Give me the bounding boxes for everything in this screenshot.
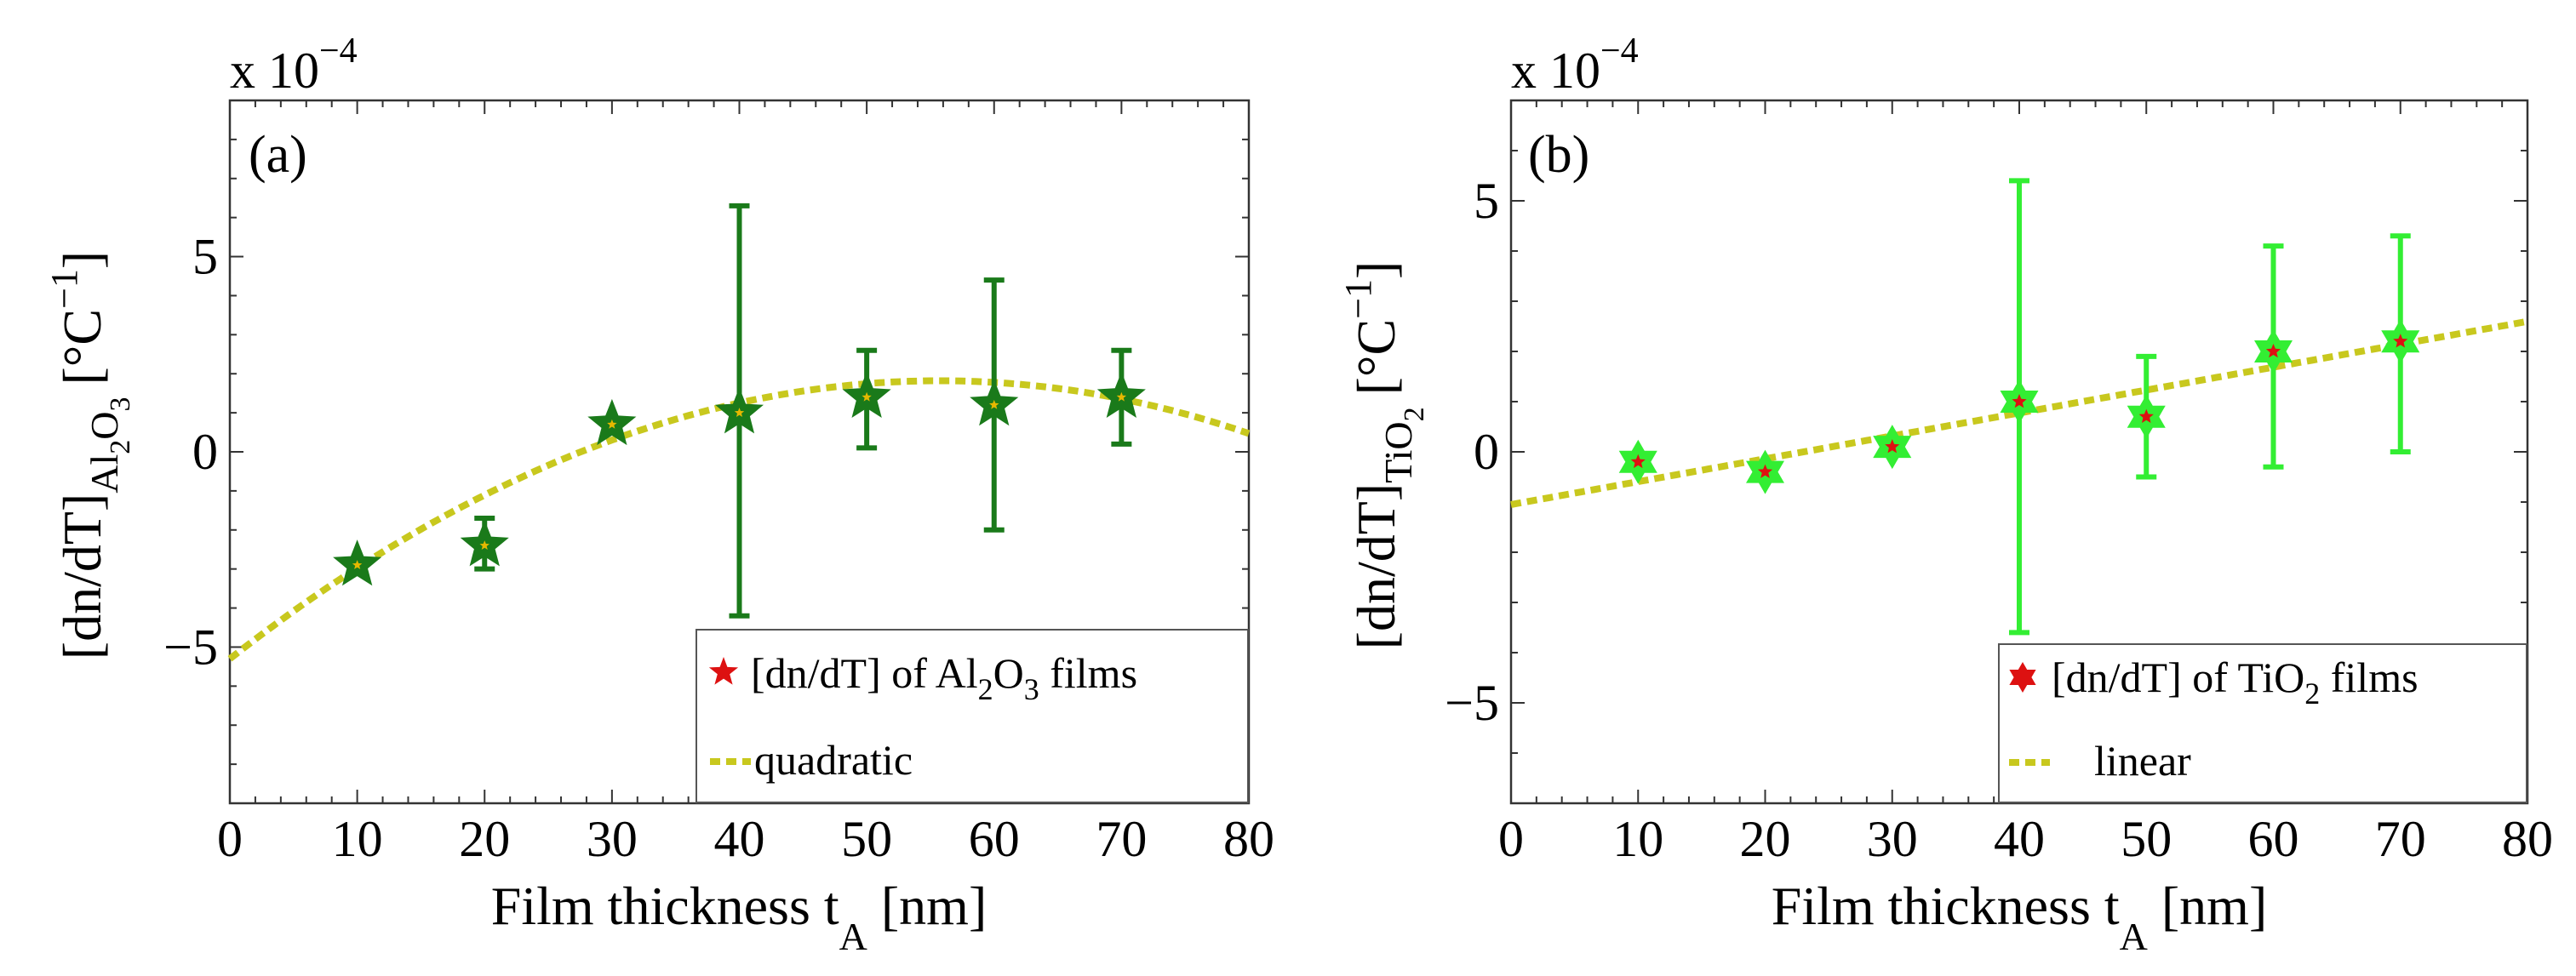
x-tick-label: 40	[714, 811, 765, 867]
x-tick-label: 40	[1994, 811, 2045, 867]
y-tick-label: −5	[1445, 675, 1499, 731]
data-point-core	[479, 540, 489, 550]
x-tick-label: 30	[587, 811, 638, 867]
panel-a-data-points	[333, 371, 1146, 586]
x-tick-label: 60	[2248, 811, 2299, 867]
data-point-core	[2138, 408, 2154, 423]
panel-a-label: (a)	[249, 126, 307, 184]
data-point-core	[989, 399, 999, 409]
panel-a-x-ticks: 0 10 20 30 40 50 60 70 80	[217, 811, 1274, 867]
panel-b-exponent: x 10−4	[1511, 31, 1639, 99]
panel-b-legend: [dn/dT] of TiO2 films linear	[1998, 643, 2527, 803]
x-tick-label: 0	[1498, 811, 1524, 867]
data-point-core	[1757, 464, 1773, 478]
data-point-core	[734, 408, 745, 417]
panel-a-legend-fit-label: quadratic	[754, 736, 913, 784]
data-point-core	[2393, 334, 2408, 348]
data-point-core	[862, 391, 872, 402]
panel-b-legend-marker	[2009, 662, 2036, 693]
x-tick-label: 20	[1740, 811, 1791, 867]
panel-b-legend-series-label: [dn/dT] of TiO2 films	[2052, 654, 2419, 711]
data-point-core	[2012, 394, 2027, 408]
panel-b-x-ticks: 0 10 20 30 40 50 60 70 80	[1498, 811, 2553, 867]
y-tick-label: −5	[163, 619, 218, 675]
x-tick-label: 10	[1612, 811, 1663, 867]
panel-a-legend: [dn/dT] of Al2O3 films quadratic	[696, 629, 1249, 803]
data-point-core	[352, 560, 363, 569]
panel-b-legend-fit-label: linear	[2094, 737, 2191, 785]
data-point-core	[1630, 454, 1646, 469]
panel-a-legend-series-label: [dn/dT] of Al2O3 films	[751, 649, 1137, 706]
panel-a-exponent: x 10−4	[230, 31, 358, 99]
data-point-core	[1885, 439, 1900, 454]
x-tick-label: 50	[841, 811, 892, 867]
panel-a-legend-box	[696, 629, 1249, 803]
panel-b-x-axis-label: Film thickness tA [nm]	[1772, 876, 2268, 958]
panel-b-label: (b)	[1528, 126, 1589, 184]
y-tick-label: 5	[1474, 173, 1499, 229]
panel-b-y-axis-label: [dn/dT]TiO2[°C−1]	[1337, 261, 1430, 650]
x-tick-label: 0	[217, 811, 243, 867]
panel-a-legend-marker	[708, 657, 739, 685]
x-tick-label: 20	[459, 811, 510, 867]
x-tick-label: 10	[332, 811, 383, 867]
panel-b-y-ticks: −5 0 5	[1445, 173, 1499, 731]
y-tick-label: 0	[1474, 424, 1499, 480]
x-tick-label: 70	[1096, 811, 1147, 867]
x-tick-label: 30	[1867, 811, 1918, 867]
x-tick-label: 70	[2375, 811, 2426, 867]
x-tick-label: 80	[2502, 811, 2553, 867]
data-point-core	[1116, 391, 1127, 402]
panel-a: 0 10 20 30 40 50 60 70 80 −5 0 5 (a) x 10−4 [dn/dT…	[43, 31, 1274, 958]
x-tick-label: 80	[1223, 811, 1274, 867]
x-tick-label: 60	[969, 811, 1020, 867]
panel-b-data-points	[1618, 319, 2420, 494]
y-tick-label: 5	[192, 229, 218, 285]
panel-b-linear-fit-line	[1510, 317, 2528, 508]
y-tick-label: 0	[192, 424, 218, 480]
panel-a-y-axis-label: [dn/dT]Al2O3[°C−1]	[43, 251, 136, 659]
panel-a-x-axis-label: Film thickness tA [nm]	[491, 876, 987, 958]
panel-a-y-ticks: −5 0 5	[163, 229, 218, 676]
data-point-core	[607, 419, 617, 429]
panel-b-legend-box	[1998, 643, 2527, 803]
data-point-core	[2265, 344, 2281, 358]
panel-b: 0 10 20 30 40 50 60 70 80 −5 0 5 (b) x 10−4 [dn/dT…	[1337, 31, 2553, 958]
x-tick-label: 50	[2121, 811, 2172, 867]
panel-a-error-bars	[474, 203, 1132, 619]
